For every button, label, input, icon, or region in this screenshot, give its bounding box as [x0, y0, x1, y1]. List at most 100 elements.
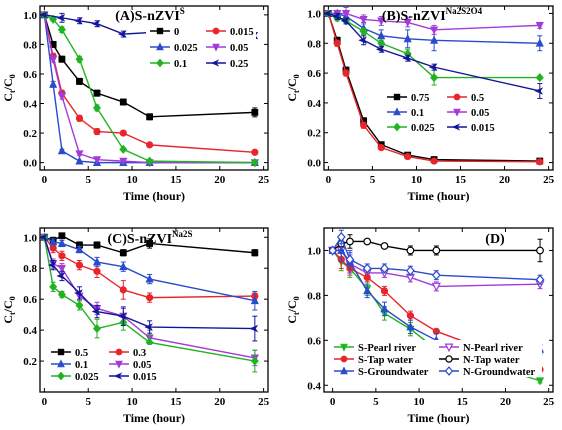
legend-entry: 0.05 — [447, 108, 489, 119]
legend-label: 0.5 — [471, 93, 484, 104]
data-point — [359, 26, 368, 36]
series-0-015 — [40, 233, 259, 342]
data-point — [40, 11, 48, 19]
panel-title: (D) — [485, 232, 505, 247]
data-point — [57, 348, 65, 356]
data-point — [115, 348, 123, 356]
data-point — [212, 43, 220, 52]
data-point — [91, 307, 101, 316]
x-tick-label: 25 — [543, 174, 555, 186]
data-point — [251, 148, 259, 156]
legend-entry: 0.25 — [206, 59, 248, 70]
panel-title: (A)S-nZVIS — [115, 6, 185, 24]
legend-entry: 0.025 — [387, 122, 435, 134]
data-point — [380, 242, 389, 250]
data-point — [49, 55, 58, 64]
data-point — [92, 257, 102, 266]
legend-entry: 0.05 — [206, 43, 248, 54]
y-axis-label: Ct/C0 — [1, 296, 17, 323]
chart-panel-b: 0 5 10 15 20 25 0.0 0.2 0.4 0.6 0.8 1.0 Time (hour) C… — [285, 5, 555, 203]
data-point — [93, 127, 101, 136]
data-point — [534, 87, 544, 95]
data-point — [119, 157, 128, 166]
x-tick-label: 20 — [214, 396, 226, 408]
series-0-5 — [324, 9, 544, 166]
data-point — [119, 249, 127, 257]
data-point — [340, 355, 348, 363]
data-point — [536, 158, 544, 166]
y-tick-label: 0.2 — [307, 128, 321, 140]
legend-entry: 0.5 — [51, 348, 88, 359]
data-point — [113, 372, 123, 380]
legend-entry: S-Tap water — [334, 355, 413, 366]
series-n-groundwater — [328, 229, 545, 285]
chart-panel-d: 0 5 10 15 20 25 0.4 0.6 0.8 1.0 Time (hour) Ct/C0 (D… — [285, 227, 555, 425]
data-point — [406, 322, 415, 331]
legend-label: 0.015 — [471, 123, 495, 134]
plot-frame — [323, 5, 554, 171]
legend-entry: 0.1 — [51, 359, 88, 371]
y-tick-label: 0.4 — [23, 99, 37, 111]
data-point — [358, 36, 368, 45]
x-tick-label: 15 — [170, 174, 182, 186]
data-point — [144, 323, 154, 331]
data-point — [377, 17, 386, 26]
panel-title: (B)S-nZVINa2S2O4 — [382, 6, 483, 24]
data-point — [146, 240, 154, 247]
y-tick-label: 0.4 — [23, 325, 37, 337]
data-point — [404, 152, 412, 161]
legend-entry: 0.015 — [447, 123, 495, 134]
legend-bg — [330, 340, 542, 377]
x-axis-label: Time (hour) — [123, 411, 185, 425]
data-point — [535, 274, 545, 285]
plot-frame — [39, 5, 269, 171]
legend-bg — [146, 24, 256, 72]
y-tick-label: 0.6 — [23, 69, 37, 81]
data-point — [251, 108, 259, 116]
series-s-groundwater — [328, 238, 545, 355]
data-point — [431, 270, 441, 281]
data-point — [119, 261, 128, 271]
legend-entry: 0.015 — [109, 372, 157, 383]
series-n-tap-water — [328, 234, 544, 263]
x-tick-label: 5 — [85, 174, 91, 186]
data-point — [146, 294, 154, 302]
data-point — [375, 45, 385, 54]
x-tick-label: 20 — [499, 174, 511, 186]
legend-label: 0.3 — [133, 348, 146, 359]
chart-panel-c: 0 5 10 15 20 25 0.2 0.4 0.6 0.8 1.0 Time (hour) Ct/C… — [1, 227, 270, 425]
data-point — [156, 58, 164, 68]
data-point — [76, 77, 83, 85]
data-point — [250, 356, 259, 366]
data-point — [117, 30, 127, 38]
data-point — [340, 17, 350, 25]
data-point — [56, 14, 66, 22]
legend-entry: 0.75 — [387, 93, 429, 104]
legend-label: 0.025 — [75, 372, 99, 383]
data-point — [145, 156, 154, 166]
data-point — [249, 324, 259, 333]
data-point — [363, 286, 372, 295]
data-point — [346, 237, 354, 246]
data-point — [117, 312, 127, 320]
data-point — [453, 108, 461, 117]
y-tick-label: 0.4 — [307, 380, 321, 392]
data-point — [342, 69, 350, 77]
data-point — [363, 273, 371, 282]
data-point — [57, 264, 67, 273]
data-point — [402, 54, 412, 62]
data-point — [119, 144, 128, 154]
data-point — [91, 19, 101, 28]
data-point — [57, 146, 67, 155]
legend-label: 0.75 — [411, 93, 429, 104]
data-point — [212, 27, 220, 35]
legend-label: 0 — [174, 27, 179, 38]
legend-entry: N-Pearl river — [439, 343, 523, 354]
y-tick-label: 0.2 — [23, 356, 37, 368]
legend: 0 0.015 0.025 0.05 0.1 0.25 — [146, 24, 256, 72]
legend-entry: 0.015 — [206, 27, 254, 38]
data-point — [403, 18, 412, 28]
data-point — [47, 261, 57, 269]
data-point — [74, 17, 83, 25]
